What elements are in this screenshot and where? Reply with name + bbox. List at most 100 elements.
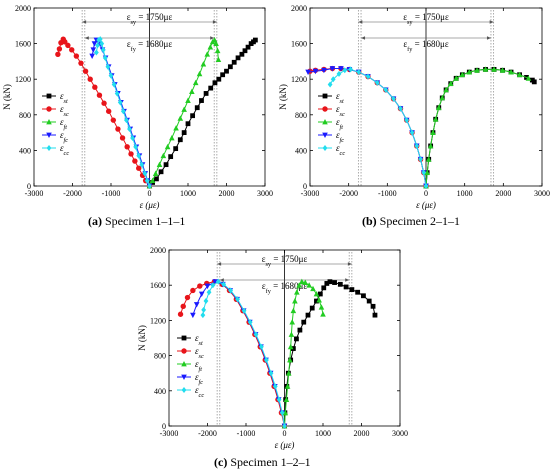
chart-a-series-sc-point	[128, 151, 134, 157]
chart-c-series-cc-point	[221, 281, 227, 288]
chart-b-series-cc-point	[336, 70, 342, 77]
chart-a-series-ft-point	[160, 152, 167, 159]
chart-a-series-ft-point	[181, 106, 187, 112]
chart-b-series-ft-point	[466, 69, 473, 75]
caption-b-tag: (b)	[362, 214, 377, 228]
chart-b-annotation-label: εfy = 1680με	[403, 39, 448, 53]
chart-a-series-cc-point	[147, 183, 152, 189]
chart-a-series-sc-point	[96, 92, 103, 98]
chart-b-series-cc-point	[342, 67, 348, 74]
chart-a-series-st-point	[227, 64, 233, 70]
chart-a-x-tick-label: -1000	[102, 189, 121, 198]
chart-a-x-tick-label: 3000	[257, 189, 273, 198]
chart-a-series-cc-point	[95, 42, 100, 49]
chart-b-series-cc-point	[356, 69, 362, 76]
chart-b-y-axis-label: N (kN)	[278, 84, 288, 110]
chart-c-series-st-point	[370, 303, 376, 309]
chart-b-series-ft-point	[499, 67, 506, 73]
chart-c-legend-label: εsc	[195, 346, 204, 360]
chart-b-series-fc-point	[329, 66, 336, 72]
chart-c-series-fc-point	[204, 283, 211, 290]
chart-c-series-cc-point	[279, 409, 285, 416]
chart-c-series-cc-point	[215, 278, 221, 285]
chart-a-x-tick-label: -3000	[25, 189, 44, 198]
chart-a-series-sc-point	[82, 68, 89, 74]
chart-a-annotation-arrowhead	[82, 20, 87, 24]
chart-a-series-sc-point	[58, 40, 64, 46]
chart-b-annotation-arrowhead	[358, 20, 363, 24]
chart-a-series-ft-point	[200, 61, 207, 67]
chart-c-series-st-point	[294, 336, 299, 342]
chart-a-legend-label: εst	[60, 91, 68, 105]
chart-a-series-st-point	[163, 162, 169, 168]
chart-b-series-cc-point	[391, 95, 396, 102]
chart-a-annotation-arrowhead	[212, 20, 217, 24]
chart-c-series-cc-point	[253, 331, 259, 338]
chart-c-series-ft-point	[287, 343, 294, 350]
chart-c-series-cc-point	[259, 343, 264, 350]
chart-b-series-ft-point	[508, 69, 514, 75]
chart-c-series-sc-point	[184, 294, 191, 301]
chart-b-series-cc-point	[398, 105, 403, 112]
chart-c-y-axis-label: N (kN)	[137, 325, 147, 351]
chart-c-series-st-point	[355, 289, 361, 295]
chart-b-x-tick-label: 1000	[457, 189, 473, 198]
chart-c-series-ft-point	[292, 298, 298, 304]
chart-a-series-cc-point	[127, 126, 132, 133]
chart-b-series-st	[423, 67, 537, 189]
chart-c-legend-marker	[181, 335, 187, 341]
chart-b-x-tick-label: 0	[424, 189, 428, 198]
chart-b-series-cc-point	[374, 79, 380, 86]
chart-c-y-tick-label: 0	[162, 422, 166, 431]
chart-c-series-cc-point	[276, 396, 282, 403]
chart-a-x-tick-label: -2000	[63, 189, 82, 198]
chart-a: -3000 -2000 -1000 0 1000 2000 3000 0 400 800 1200 1…	[2, 4, 273, 210]
chart-a-series-st-point	[199, 98, 204, 103]
chart-c-series-ft-point	[283, 396, 290, 402]
chart-c-series-fc-point	[212, 279, 218, 285]
chart-b-legend-marker	[322, 119, 328, 125]
chart-c-legend-label: εft	[195, 359, 202, 373]
chart-c-series-ft-point	[285, 370, 292, 376]
chart-a-series-st-point	[235, 55, 241, 61]
chart-a-series-st-point	[252, 37, 258, 43]
chart-b-annotation-arrowhead	[486, 36, 491, 40]
chart-a-legend-marker	[46, 106, 52, 112]
chart-b-x-axis-label: ε (με)	[416, 200, 436, 210]
chart-a-series-sc-point	[55, 51, 61, 57]
chart-a-y-tick-label: 400	[19, 146, 31, 155]
chart-a-series-cc-point	[139, 161, 145, 168]
chart-a-series-ft-point	[173, 125, 179, 131]
chart-a-series-ft-point	[152, 170, 159, 176]
chart-c-series-st-point	[301, 319, 307, 325]
chart-c-series-ft-point	[284, 383, 291, 389]
chart-b-series-cc-point	[409, 129, 415, 136]
chart-b-series-cc-point	[383, 86, 389, 93]
chart-a-series-sc-point	[132, 158, 138, 164]
chart-a-series-cc-point	[144, 177, 150, 184]
chart-a-series-st-point	[173, 146, 179, 152]
chart-a-annotation-label: εsy = 1750με	[127, 12, 173, 26]
chart-a-series-sc-point	[87, 76, 93, 82]
chart-c-series-st-line	[284, 281, 376, 427]
chart-a-series-sc-point	[124, 144, 130, 150]
chart-a-series-st-point	[231, 59, 237, 65]
chart-b-legend-marker	[322, 106, 328, 112]
chart-c-series-ft-point	[318, 304, 325, 310]
chart-b-series-ft-point	[459, 71, 466, 78]
chart-c-series-st-point	[305, 312, 311, 318]
chart-a-series-cc-point	[114, 90, 120, 97]
chart-c-series-cc-point	[228, 287, 233, 294]
chart-c-series-ft-point	[290, 307, 297, 314]
chart-b-annotation-arrowhead	[361, 36, 366, 40]
chart-c-series-cc-point	[247, 319, 253, 326]
chart-a-series-cc-point	[120, 108, 126, 115]
chart-c-series-ft	[281, 278, 326, 429]
chart-a-series-st-point	[158, 169, 164, 175]
chart-b-x-tick-label: -2000	[339, 189, 358, 198]
chart-c-series-st-point	[337, 281, 343, 287]
chart-b-legend-marker	[322, 132, 328, 138]
chart-a-series-st-point	[181, 130, 187, 135]
chart-c-series-cc	[200, 278, 287, 429]
chart-a-series-ft-point	[185, 97, 191, 103]
